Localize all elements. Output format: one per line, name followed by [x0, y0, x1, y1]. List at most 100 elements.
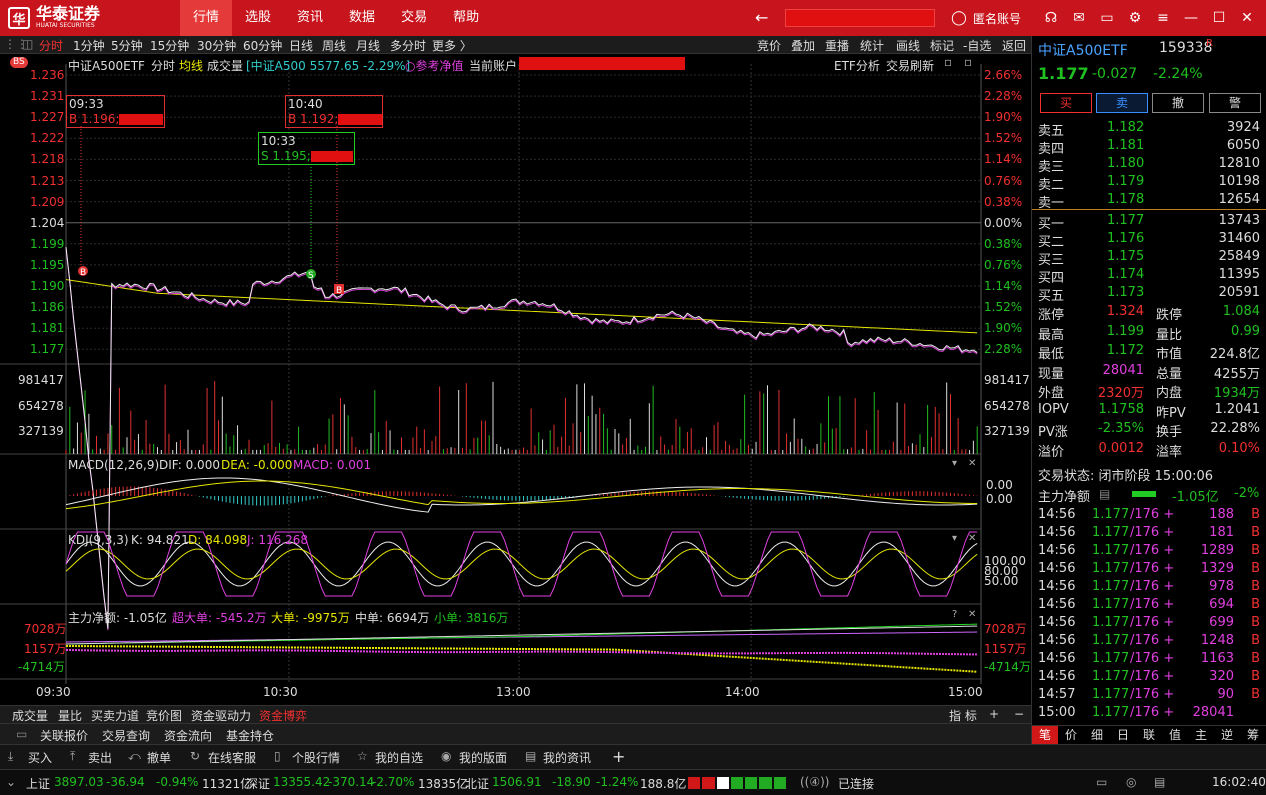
tab-fund-game[interactable]: 资金博弈 — [259, 709, 308, 723]
overlay-button[interactable]: 叠加 — [791, 39, 816, 53]
rp-tab-price[interactable]: 价 — [1064, 728, 1077, 742]
kdj-close-icon[interactable]: ✕ — [968, 533, 977, 544]
sell-button[interactable]: 卖 — [1096, 93, 1148, 113]
remove-indicator-button[interactable]: − — [1014, 707, 1025, 721]
action-layout[interactable]: 我的版面 — [459, 751, 508, 765]
gear-icon[interactable]: ⚙ — [1128, 10, 1142, 26]
macd-dropdown-icon[interactable]: ▾ — [952, 458, 958, 469]
status-icon-2[interactable]: ◎ — [1126, 775, 1137, 789]
trade-annotation-1[interactable]: 09:33 B 1.196; — [66, 95, 165, 128]
period-tab-week[interactable]: 周线 — [322, 39, 347, 53]
action-support[interactable]: 在线客服 — [208, 751, 257, 765]
rp-tab-related[interactable]: 联 — [1142, 728, 1155, 742]
tab-trade-query[interactable]: 交易查询 — [102, 729, 151, 743]
pin-icon[interactable]: ▫ — [944, 55, 953, 69]
tab-related-quote[interactable]: 关联报价 — [40, 729, 89, 743]
mainflow-detail-icon[interactable]: ▤ — [1099, 487, 1111, 501]
trade-annotation-2[interactable]: 10:40 B 1.192; — [285, 95, 383, 128]
account-label[interactable]: 匿名账号 — [972, 11, 1021, 26]
intraday-chart[interactable]: B S B BS 中证A500ETF 分时 均线 成交量 [中证A500 557… — [0, 54, 1031, 705]
action-watchlist[interactable]: 我的自选 — [375, 751, 424, 765]
tab-volume-ratio[interactable]: 量比 — [58, 709, 83, 723]
menu-stock-pick[interactable]: 选股 — [245, 10, 272, 25]
status-icon-1[interactable]: ▭ — [1096, 775, 1108, 789]
tab-buysell-power[interactable]: 买卖力道 — [91, 709, 140, 723]
macd-close-icon[interactable]: ✕ — [968, 458, 977, 469]
chat-icon[interactable]: ▭ — [1100, 10, 1114, 26]
buy-marker-1[interactable] — [78, 266, 88, 276]
sell-marker[interactable] — [306, 269, 316, 279]
action-buy[interactable]: 买入 — [28, 751, 53, 765]
etf-analysis-button[interactable]: ETF分析 — [834, 59, 880, 73]
menu-trade[interactable]: 交易 — [401, 10, 428, 25]
rp-tab-main[interactable]: 主 — [1194, 728, 1207, 742]
action-cancel[interactable]: 撤单 — [147, 751, 172, 765]
period-tab-day[interactable]: 日线 — [289, 39, 314, 53]
status-icon-3[interactable]: ▤ — [1154, 775, 1166, 789]
period-tab-more[interactable]: 更多 〉 — [432, 39, 472, 53]
expand-icon[interactable]: ⌄ — [6, 775, 17, 789]
flow-help-icon[interactable]: ? — [952, 609, 958, 620]
mail-icon[interactable]: ✉ — [1073, 10, 1085, 26]
indicator-button[interactable]: 指 标 — [949, 709, 977, 723]
period-tab-multi[interactable]: 多分时 — [390, 39, 427, 53]
menu-news[interactable]: 资讯 — [297, 10, 324, 25]
collapse-icon[interactable]: ▫ — [964, 55, 973, 69]
period-tab-15min[interactable]: 15分钟 — [150, 39, 190, 53]
period-tab-1min[interactable]: 1分钟 — [73, 39, 105, 53]
period-tab-30min[interactable]: 30分钟 — [197, 39, 237, 53]
period-tab-5min[interactable]: 5分钟 — [111, 39, 143, 53]
tab-auction[interactable]: 竞价图 — [146, 709, 183, 723]
close-icon[interactable]: ✕ — [1241, 10, 1253, 26]
user-icon[interactable]: ◯ — [951, 10, 967, 26]
alert-button[interactable]: 警 — [1209, 93, 1261, 113]
auction-button[interactable]: 竞价 — [757, 39, 782, 53]
search-input[interactable] — [785, 9, 935, 27]
kdj-dropdown-icon[interactable]: ▾ — [952, 533, 958, 544]
rp-tab-chips[interactable]: 筹 — [1246, 728, 1259, 742]
action-add[interactable]: + — [612, 747, 626, 766]
add-indicator-button[interactable]: + — [989, 707, 1000, 721]
menu-help[interactable]: 帮助 — [453, 10, 480, 25]
back-button[interactable]: 返回 — [1002, 39, 1027, 53]
rp-tab-value[interactable]: 值 — [1168, 728, 1181, 742]
back-arrow-icon[interactable]: ← — [755, 8, 769, 27]
period-tab-60min[interactable]: 60分钟 — [243, 39, 283, 53]
minimize-icon[interactable]: — — [1184, 10, 1198, 26]
period-tab-month[interactable]: 月线 — [356, 39, 381, 53]
tab-fund-flow[interactable]: 资金流向 — [164, 729, 213, 743]
quote-code: 159338 — [1159, 40, 1213, 56]
remove-watchlist-button[interactable]: -自选 — [963, 39, 992, 53]
action-stock-quote[interactable]: 个股行情 — [292, 751, 341, 765]
mark-button[interactable]: 标记 — [930, 39, 955, 53]
headset-icon[interactable]: ☊ — [1044, 10, 1058, 26]
menu-market[interactable]: 行情 — [180, 0, 233, 36]
draw-button[interactable]: 画线 — [896, 39, 921, 53]
trade-annotation-3[interactable]: 10:33 S 1.195; — [258, 132, 355, 165]
split-icon[interactable]: ◫ — [22, 37, 34, 51]
buy-marker-2[interactable] — [334, 284, 344, 294]
menu-icon[interactable]: ≡ — [1157, 10, 1169, 26]
panel-toggle-icon[interactable]: ▭ — [16, 727, 28, 741]
action-news[interactable]: 我的资讯 — [543, 751, 592, 765]
rp-tab-day[interactable]: 日 — [1116, 728, 1129, 742]
tab-fund-drive[interactable]: 资金驱动力 — [191, 709, 252, 723]
nav-reference-toggle[interactable]: ○参考净值 — [405, 59, 464, 73]
maximize-icon[interactable]: ☐ — [1212, 10, 1226, 26]
stats-button[interactable]: 统计 — [860, 39, 885, 53]
menu-data[interactable]: 数据 — [349, 10, 376, 25]
rp-tab-ticks[interactable]: 笔 — [1032, 726, 1058, 744]
period-tab-fenshi[interactable]: 分时 — [39, 39, 64, 53]
rp-tab-reverse[interactable]: 逆 — [1220, 728, 1233, 742]
action-sell[interactable]: 卖出 — [88, 751, 113, 765]
tab-fund-holdings[interactable]: 基金持仓 — [226, 729, 275, 743]
trade-refresh-button[interactable]: 交易刷新 — [886, 59, 935, 73]
time-axis-1500: 15:00 — [948, 685, 983, 699]
replay-button[interactable]: 重播 — [825, 39, 850, 53]
flow-close-icon[interactable]: ✕ — [968, 609, 977, 620]
rp-tab-detail[interactable]: 细 — [1090, 728, 1103, 742]
cancel-order-button[interactable]: 撤 — [1152, 93, 1204, 113]
bs-toggle[interactable]: BS — [10, 57, 28, 68]
tab-volume[interactable]: 成交量 — [12, 709, 49, 723]
buy-button[interactable]: 买 — [1040, 93, 1092, 113]
